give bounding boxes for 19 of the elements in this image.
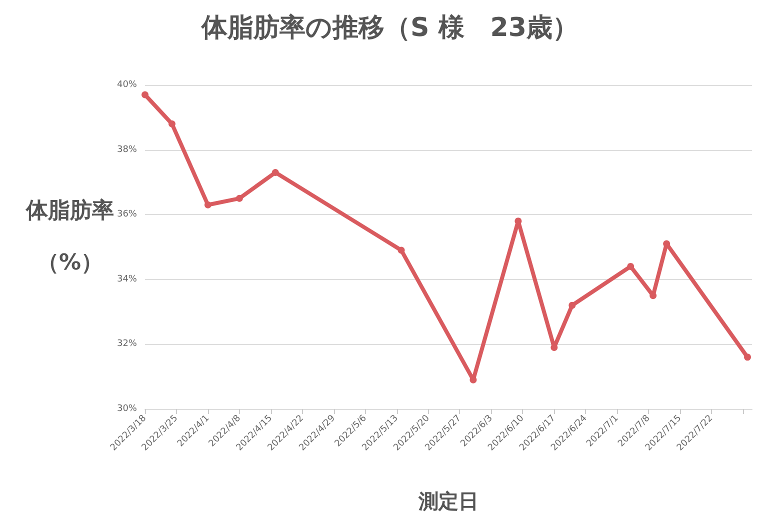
y-tick-label: 40%	[116, 80, 138, 90]
text: 体脂肪率（%）	[26, 198, 114, 276]
point	[650, 292, 657, 300]
point	[204, 201, 212, 208]
chart-title: 体脂肪率の推移（S 様 23歳）	[200, 13, 578, 43]
y-tick-label: 32%	[116, 339, 138, 350]
y-tick-label: 34%	[116, 274, 138, 284]
point	[744, 354, 752, 361]
point	[272, 168, 279, 176]
point	[568, 302, 576, 309]
x-axis-title: 測定日	[418, 489, 478, 513]
point	[236, 194, 243, 202]
y-tick-label: 36%	[116, 210, 138, 220]
point	[627, 262, 634, 270]
point	[142, 91, 148, 98]
point	[168, 120, 176, 128]
y-tick-label: 30%	[116, 404, 138, 414]
y-tick-label: 38%	[116, 144, 138, 155]
point	[398, 246, 405, 254]
